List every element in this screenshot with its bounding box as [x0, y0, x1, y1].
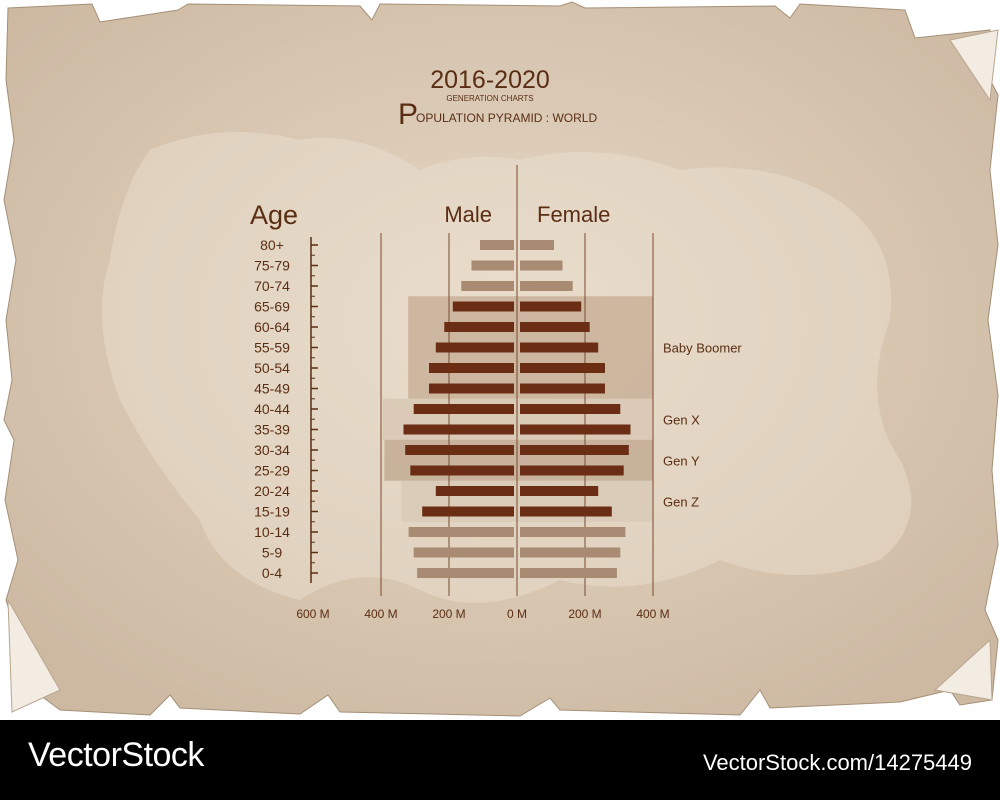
male-bar — [403, 424, 514, 435]
age-label: 60-64 — [254, 319, 290, 335]
age-axis: 80+ 75-79 70-74 65-69 60-64 55-59 50-54 45-49 40… — [254, 237, 318, 583]
male-bar — [410, 465, 514, 476]
female-bar — [520, 465, 624, 476]
male-bar — [435, 486, 514, 496]
age-label: 35-39 — [254, 422, 290, 438]
generation-labels: Baby Boomer Gen X Gen Y Gen Z — [663, 341, 742, 510]
curl-top-right — [949, 29, 999, 102]
age-label: 40-44 — [254, 401, 290, 417]
female-bar — [520, 301, 582, 312]
x-tick-label: 400 M — [364, 607, 397, 621]
heading-initial: P — [398, 98, 418, 131]
age-label: 65-69 — [254, 299, 290, 315]
male-bar — [471, 260, 514, 271]
male-bar — [429, 383, 514, 394]
footer-brand: VectorStock — [28, 736, 204, 774]
female-bar — [520, 547, 621, 558]
x-tick-label: 400 M — [636, 607, 669, 621]
age-label: 80+ — [260, 237, 284, 253]
age-label: 10-14 — [254, 524, 290, 540]
male-bar — [452, 301, 514, 312]
male-bar — [480, 240, 514, 250]
x-tick-label: 200 M — [568, 607, 601, 621]
female-bar — [520, 486, 599, 496]
footer-image-id: VectorStock.com/14275449 — [702, 750, 972, 775]
generation-label: Gen Z — [663, 494, 699, 509]
age-label: 50-54 — [254, 360, 290, 376]
curl-bottom-left — [7, 599, 61, 713]
population-pyramid-chart: 2016-2020 GENERATION CHARTS P OPULATION … — [3, 1, 999, 717]
age-label: 55-59 — [254, 340, 290, 356]
female-bar — [520, 527, 626, 537]
chart-subtitle: GENERATION CHARTS — [446, 94, 533, 103]
male-header: Male — [444, 202, 492, 227]
x-tick-label: 200 M — [432, 607, 465, 621]
male-bar — [417, 568, 514, 578]
female-bar — [520, 342, 599, 353]
female-bar — [520, 322, 590, 332]
female-bar — [520, 240, 554, 250]
male-bar — [405, 445, 514, 455]
male-bar — [408, 527, 514, 537]
female-bar — [520, 363, 605, 373]
age-axis-title: Age — [250, 200, 298, 230]
generation-label: Gen Y — [663, 453, 700, 468]
bars — [403, 240, 631, 578]
age-label: 70-74 — [254, 278, 290, 294]
male-bar — [413, 547, 514, 558]
female-bar — [520, 424, 631, 435]
generation-label: Gen X — [663, 412, 700, 427]
chart-title: 2016-2020 — [430, 66, 550, 94]
age-label: 30-34 — [254, 442, 290, 458]
female-header: Female — [537, 202, 610, 227]
male-bar — [413, 404, 514, 414]
female-bar — [520, 568, 617, 578]
age-label: 45-49 — [254, 381, 290, 397]
generation-label: Baby Boomer — [663, 341, 742, 356]
male-bar — [429, 363, 514, 373]
footer-bar: VectorStock VectorStock.com/14275449 — [0, 720, 1000, 800]
age-label: 20-24 — [254, 483, 290, 499]
age-label: 0-4 — [262, 565, 282, 581]
male-bar — [461, 281, 514, 291]
x-tick-label: 600 M — [296, 607, 329, 621]
male-bar — [435, 342, 514, 353]
curl-bottom-right — [933, 638, 993, 701]
x-tick-label: 0 M — [507, 607, 527, 621]
female-bar — [520, 281, 573, 291]
age-label: 75-79 — [254, 258, 290, 274]
female-bar — [520, 383, 605, 394]
female-bar — [520, 260, 563, 271]
male-bar — [422, 506, 514, 517]
female-bar — [520, 506, 612, 517]
age-label: 5-9 — [262, 545, 282, 561]
age-label: 15-19 — [254, 504, 290, 520]
female-bar — [520, 404, 621, 414]
age-label: 25-29 — [254, 463, 290, 479]
female-bar — [520, 445, 629, 455]
male-bar — [444, 322, 514, 332]
heading-rest: OPULATION PYRAMID : WORLD — [416, 111, 597, 125]
x-tick-labels: 600 M 400 M 200 M 0 M 200 M 400 M — [296, 607, 669, 621]
